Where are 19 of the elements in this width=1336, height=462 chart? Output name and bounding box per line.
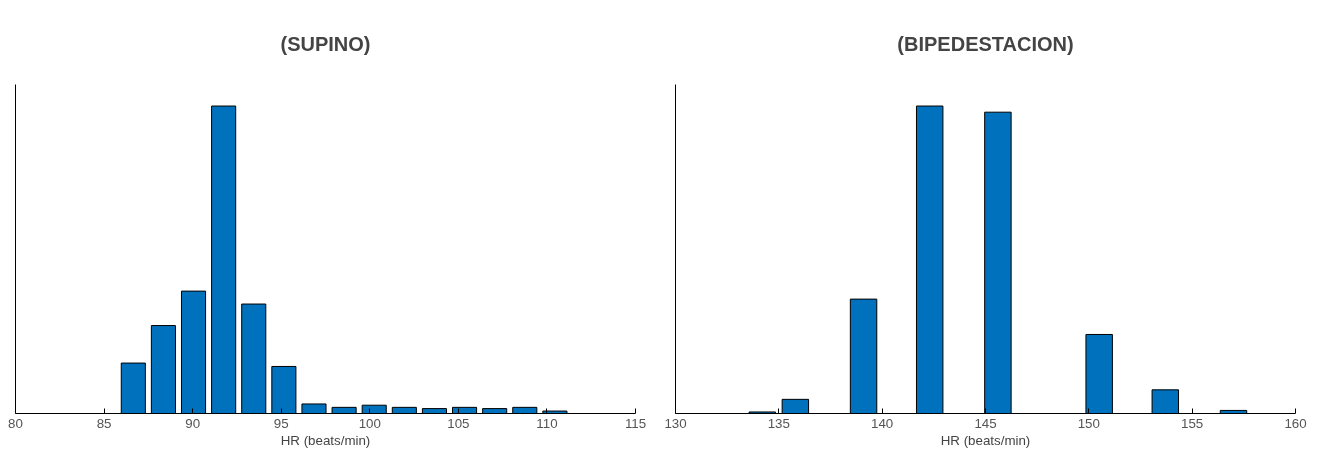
- x-tick-label: 160: [1284, 415, 1307, 431]
- x-tick-label: 80: [8, 415, 23, 431]
- x-tick-label: 90: [185, 415, 201, 431]
- x-tick-label: 95: [273, 415, 289, 431]
- x-tick-label: 85: [96, 415, 112, 431]
- x-tick-label: 105: [447, 415, 470, 431]
- x-tick-label: 145: [974, 415, 997, 431]
- x-tick-label: 130: [664, 415, 687, 431]
- chart-title: (BIPEDESTACION): [897, 32, 1074, 55]
- x-axis-title: HR (beats/min): [280, 432, 371, 448]
- x-tick-label: 155: [1181, 415, 1204, 431]
- x-tick-label: 150: [1077, 415, 1100, 431]
- x-tick-label: 140: [871, 415, 894, 431]
- x-tick-label: 100: [358, 415, 381, 431]
- x-tick-label: 115: [624, 415, 647, 431]
- x-axis-title: HR (beats/min): [940, 432, 1031, 448]
- chart-title: (SUPINO): [280, 32, 371, 55]
- x-tick-label: 110: [536, 415, 558, 431]
- x-tick-label: 135: [767, 415, 790, 431]
